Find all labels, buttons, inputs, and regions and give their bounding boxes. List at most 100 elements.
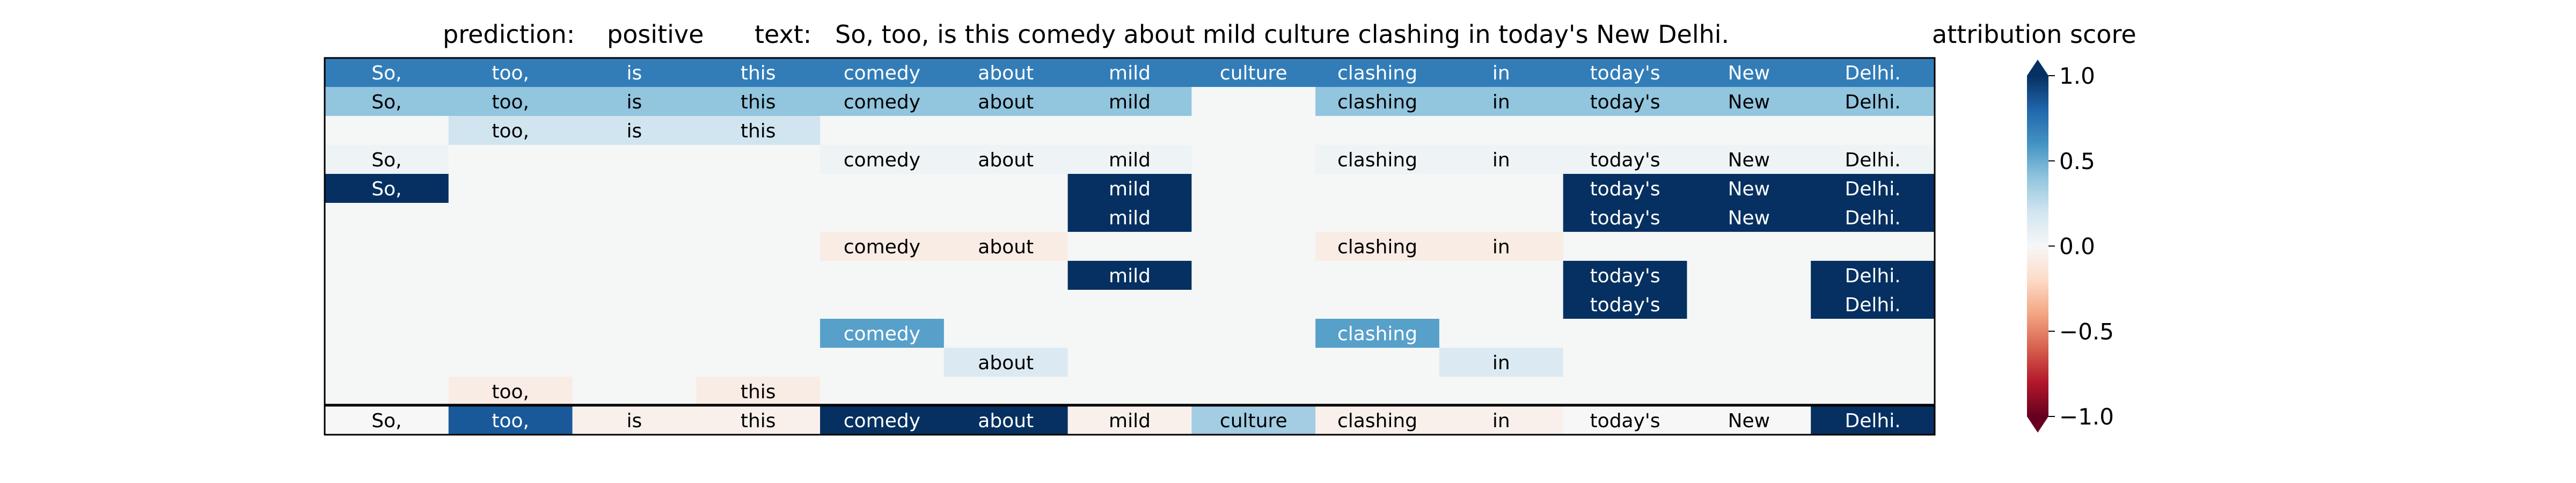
heatmap-cell: [1315, 58, 1440, 87]
heatmap-cell: [943, 203, 1069, 232]
heatmap-cell: [325, 377, 449, 406]
heatmap-cell: [696, 116, 821, 145]
heatmap-cell: [1191, 232, 1316, 261]
heatmap-cell: [1439, 116, 1564, 145]
cell-token-label: about: [978, 410, 1034, 432]
heatmap-cell: [943, 116, 1069, 145]
heatmap-cell: [1439, 406, 1564, 435]
cell-token-label: too,: [492, 381, 529, 403]
heatmap-cell: [1687, 145, 1811, 174]
heatmap-cell: [1687, 232, 1811, 261]
heatmap-cell: [325, 87, 449, 116]
colorbar-tick-label: −1.0: [2059, 404, 2114, 430]
cell-token-label: culture: [1220, 62, 1287, 84]
heatmap-cell: [325, 290, 449, 319]
heatmap-cell: [448, 203, 573, 232]
cell-token-label: too,: [492, 120, 529, 142]
heatmap-cell: [943, 377, 1069, 406]
cell-token-label: this: [741, 410, 776, 432]
cell-token-label: comedy: [844, 91, 920, 113]
cell-token-label: about: [978, 149, 1034, 171]
cell-token-label: New: [1728, 207, 1770, 229]
heatmap-cell: [325, 261, 449, 290]
cell-token-label: culture: [1220, 410, 1287, 432]
heatmap-cell: [448, 116, 573, 145]
heatmap-cell: [1315, 145, 1440, 174]
heatmap-cell: [325, 58, 449, 87]
heatmap-cell: [943, 58, 1069, 87]
cell-token-label: this: [741, 120, 776, 142]
heatmap-cell: [1811, 58, 1935, 87]
heatmap-cell: [448, 232, 573, 261]
cell-token-label: today's: [1590, 207, 1660, 229]
heatmap-cell: [1563, 319, 1687, 348]
heatmap-cell: [448, 319, 573, 348]
heatmap-cell: [1067, 348, 1192, 377]
heatmap-cell: [572, 87, 697, 116]
cell-token-label: So,: [371, 62, 401, 84]
heatmap-cell: [572, 174, 697, 203]
heatmap-cell: [1067, 145, 1192, 174]
heatmap-cell: [1687, 290, 1811, 319]
heatmap-cell: [820, 203, 945, 232]
cell-token-label: mild: [1109, 91, 1151, 113]
cell-token-label: Delhi.: [1845, 91, 1901, 113]
heatmap-cell: [572, 348, 697, 377]
cell-token-label: clashing: [1337, 149, 1417, 171]
cell-token-label: about: [978, 352, 1034, 374]
heatmap-cell: [1315, 203, 1440, 232]
cell-token-label: mild: [1109, 265, 1151, 287]
heatmap-cell: [448, 406, 573, 435]
heatmap-cell: [1191, 290, 1316, 319]
cell-token-label: in: [1492, 352, 1510, 374]
heatmap-cell: [1811, 406, 1935, 435]
heatmap-cell: [1191, 348, 1316, 377]
heatmap-cell: [1687, 58, 1811, 87]
cell-token-label: today's: [1590, 410, 1660, 432]
heatmap-cell: [1439, 232, 1564, 261]
cell-token-label: today's: [1590, 178, 1660, 200]
heatmap-cell: [1811, 145, 1935, 174]
cell-token-label: comedy: [844, 236, 920, 258]
cell-token-label: clashing: [1337, 323, 1417, 345]
heatmap-cell: [1811, 174, 1935, 203]
cell-token-label: So,: [371, 410, 401, 432]
cell-token-label: this: [741, 62, 776, 84]
heatmap-cell: [1191, 319, 1316, 348]
heatmap-cell: [696, 348, 821, 377]
heatmap-cell: [1067, 261, 1192, 290]
heatmap-cell: [1067, 377, 1192, 406]
colorbar-ticks: 1.0 0.5 0.0 −0.5 −1.0: [2048, 63, 2114, 430]
heatmap-grid: So, too, is this comedy about mild culture clash…: [325, 58, 1935, 435]
cell-token-label: about: [978, 62, 1034, 84]
cell-token-label: today's: [1590, 294, 1660, 316]
prediction-value: positive: [607, 20, 704, 49]
cell-token-label: New: [1728, 410, 1770, 432]
cell-token-label: Delhi.: [1845, 294, 1901, 316]
heatmap-cell: [943, 174, 1069, 203]
cell-token-label: this: [741, 381, 776, 403]
heatmap-cell: [325, 174, 449, 203]
heatmap-cell: [820, 319, 945, 348]
heatmap-cell: [572, 319, 697, 348]
heatmap-cell: [572, 290, 697, 319]
heatmap-cell: [1811, 319, 1935, 348]
heatmap-cell: [1687, 319, 1811, 348]
heatmap-cell: [820, 232, 945, 261]
cell-token-label: in: [1492, 236, 1510, 258]
cell-token-label: today's: [1590, 91, 1660, 113]
heatmap-cell: [448, 290, 573, 319]
heatmap-cell: [1811, 348, 1935, 377]
heatmap-cell: [1563, 174, 1687, 203]
heatmap-cell: [1315, 377, 1440, 406]
heatmap-cell: [1439, 145, 1564, 174]
heatmap-cell: [1067, 232, 1192, 261]
heatmap-cell: [820, 377, 945, 406]
heatmap-cell: [1315, 406, 1440, 435]
heatmap-cell: [1687, 203, 1811, 232]
heatmap-cell: [572, 116, 697, 145]
heatmap-cell: [1439, 290, 1564, 319]
cell-token-label: too,: [492, 91, 529, 113]
heatmap-cell: [943, 406, 1069, 435]
cell-token-label: Delhi.: [1845, 207, 1901, 229]
